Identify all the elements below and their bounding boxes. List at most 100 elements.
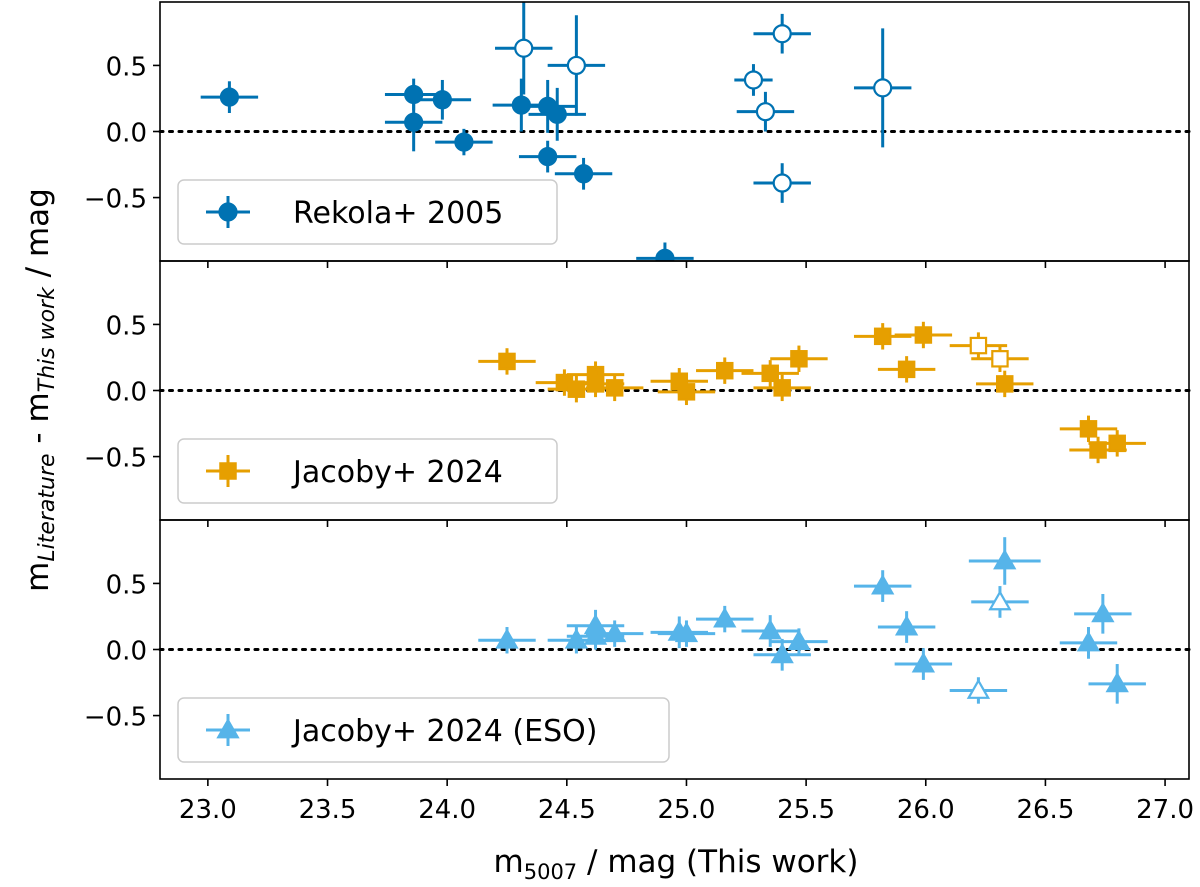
circle-marker [655, 248, 675, 261]
triangle-marker [1091, 601, 1115, 623]
y-tick-label: −0.5 [84, 703, 147, 733]
circle-marker [454, 132, 474, 152]
data-point-jacoby-17 [971, 345, 1029, 372]
data-point-rekola-15 [736, 91, 795, 132]
circle-marker [547, 104, 567, 124]
square-marker [677, 383, 696, 401]
triangle-marker [911, 652, 936, 673]
data-point-jacoby-20 [1088, 430, 1146, 457]
circle-marker [404, 112, 424, 132]
panel-rekola: −0.5 0.0 0.5 Rekola+ 2005 [84, 1, 1191, 268]
triangle-marker [1105, 671, 1129, 693]
data-point-rekola-2 [384, 93, 443, 152]
circle-marker [772, 173, 792, 193]
square-marker [773, 379, 791, 397]
data-point-jacoby-10 [753, 374, 811, 402]
legend-jacoby: Jacoby+ 2024 [177, 438, 558, 504]
triangle-marker [564, 628, 589, 649]
circle-marker [432, 90, 452, 110]
x-axis: 23.0 23.5 24.0 24.5 25.0 25.5 26.0 26.5 27.0 [179, 795, 1194, 825]
triangle-marker [758, 619, 782, 640]
square-marker [914, 326, 933, 344]
data-points-jacoby-eso [478, 537, 1146, 704]
y-tick-label: −0.5 [84, 444, 147, 474]
data-point-rekola-18 [853, 28, 912, 148]
y-tick-label: 0.0 [106, 119, 147, 149]
data-point-rekola-16 [753, 13, 811, 54]
data-point-rekola-3 [413, 79, 472, 120]
data-point-jacoby-9 [741, 360, 799, 387]
square-marker [991, 350, 1009, 368]
square-marker [969, 336, 988, 355]
x-axis-label: m5007 / mag (This work) [494, 844, 859, 884]
panel-jacoby: −0.5 0.0 0.5 Jacoby+ 2024 [84, 260, 1191, 527]
legend-triangle-marker [216, 718, 240, 739]
x-tick-label: 25.5 [777, 795, 835, 825]
data-point-jacoby-eso-11 [853, 570, 912, 602]
legend-rekola: Rekola+ 2005 [177, 179, 558, 245]
triangle-marker [713, 607, 737, 628]
data-point-jacoby-14 [894, 321, 953, 349]
data-point-jacoby-eso-6 [657, 620, 716, 647]
data-point-jacoby-eso-4 [585, 620, 644, 647]
data-point-jacoby-eso-7 [696, 605, 754, 633]
data-point-rekola-17 [753, 163, 811, 203]
data-point-rekola-9 [554, 157, 613, 190]
square-marker [995, 375, 1014, 393]
circle-marker [743, 70, 764, 90]
triangle-marker [495, 628, 519, 649]
data-point-jacoby-0 [478, 348, 536, 375]
data-point-rekola-8 [518, 140, 577, 173]
data-point-jacoby-16 [949, 332, 1008, 359]
data-point-jacoby-eso-19 [1088, 664, 1146, 704]
data-point-jacoby-13 [877, 356, 936, 383]
legend-label: Jacoby+ 2024 [291, 455, 503, 490]
circle-marker [755, 102, 776, 122]
x-tick-label: 23.5 [299, 795, 357, 825]
data-point-jacoby-eso-12 [877, 611, 936, 643]
y-tick-label: 0.5 [106, 52, 147, 82]
data-point-jacoby-eso-15 [971, 586, 1029, 618]
data-point-rekola-14 [734, 64, 773, 96]
square-marker [1108, 434, 1126, 453]
circle-marker [219, 87, 239, 107]
legend-circle-marker [218, 202, 238, 222]
y-axis-label: mLiterature - mThis work / mag [20, 188, 60, 592]
triangle-marker [674, 621, 699, 643]
triangle-marker [770, 642, 794, 664]
data-point-rekola-4 [435, 128, 493, 156]
circle-marker [873, 78, 893, 98]
x-tick-label: 25.0 [658, 795, 716, 825]
data-point-jacoby-eso-17 [1059, 627, 1118, 659]
square-marker [761, 364, 779, 383]
panels: −0.5 0.0 0.5 Rekola+ 2005 −0.5 0.0 0.5 Jacoby+ … [84, 1, 1191, 786]
triangle-marker [988, 589, 1012, 611]
circle-marker [538, 147, 558, 167]
legend-box [177, 438, 558, 504]
square-marker [716, 361, 734, 380]
circle-marker [514, 38, 534, 58]
panel-jacoby-eso: −0.5 0.0 0.5 Jacoby+ 2024 (ESO) [84, 519, 1191, 786]
triangle-marker [993, 548, 1017, 570]
y-tick-label: 0.0 [106, 378, 147, 408]
legend-box [177, 179, 558, 245]
square-marker [790, 350, 808, 368]
data-point-jacoby-eso-16 [949, 677, 1008, 704]
square-marker [605, 379, 624, 397]
legend-label: Jacoby+ 2024 (ESO) [291, 714, 597, 749]
y-tick-label: −0.5 [84, 185, 147, 215]
legend-box [177, 697, 670, 763]
data-point-jacoby-eso-13 [894, 648, 953, 680]
y-tick-label: 0.5 [106, 311, 147, 341]
x-tick-label: 24.5 [538, 795, 596, 825]
data-point-jacoby-15 [976, 370, 1034, 398]
data-point-jacoby-eso-14 [968, 537, 1041, 585]
data-point-rekola-0 [200, 81, 259, 113]
data-point-jacoby-18 [1059, 415, 1118, 443]
circle-marker [573, 164, 594, 184]
y-tick-label: 0.5 [106, 570, 147, 600]
legend-square-marker [219, 462, 237, 480]
triangle-marker [894, 615, 919, 636]
x-tick-label: 26.5 [1016, 795, 1074, 825]
